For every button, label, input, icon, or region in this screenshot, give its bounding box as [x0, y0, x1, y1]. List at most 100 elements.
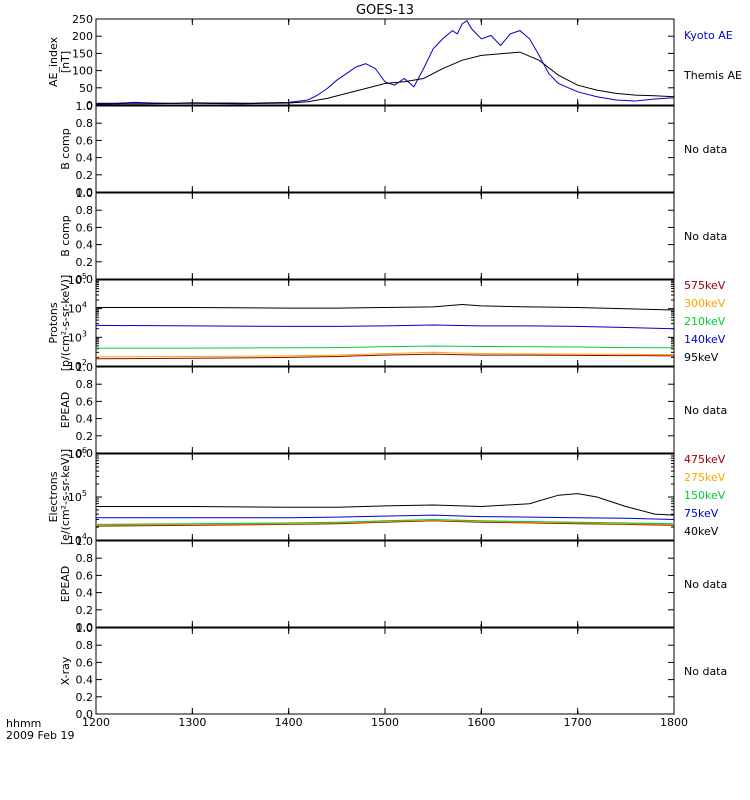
y-tick-label: 0.6 [76, 395, 94, 408]
y-tick-label: 0 [86, 99, 93, 112]
y-tick-label: 150 [72, 47, 93, 60]
x-axis: 1200 1300 1400 1500 1600 1700 1800 [82, 716, 688, 729]
legend-entry: 95keV [684, 351, 719, 364]
series-line-210kev [96, 345, 675, 349]
y-tick-label: 0.4 [76, 239, 94, 252]
panel-frame [95, 366, 675, 454]
y-tick-label: 102 [68, 358, 87, 373]
y-tick-label: 0.0 [76, 273, 94, 286]
y-axis-label: X-ray [59, 656, 72, 685]
y-tick-label: 105 [68, 272, 87, 287]
series-line-475kev [95, 520, 675, 527]
panel-frame [95, 18, 675, 106]
panel-frame [95, 453, 675, 541]
panel-5: 0.0 0.2 0.4 0.6 0.8 1.0 EPEAD No data [59, 361, 727, 460]
no-data-status: No data [684, 404, 727, 417]
y-tick-label: 0.0 [76, 621, 94, 634]
no-data-status: No data [684, 578, 727, 591]
y-tick-label: 0.8 [76, 639, 94, 652]
y-tick-label: 0.6 [76, 569, 94, 582]
x-tick-label: 1500 [371, 716, 399, 729]
y-tick-label: 0.4 [76, 152, 94, 165]
x-tick-label: 1700 [564, 716, 592, 729]
y-tick-label: 1.0 [76, 100, 94, 113]
y-tick-label: 1.0 [76, 187, 94, 200]
y-axis-label: Protons[p/(cm²-s-sr-keV)] [47, 275, 72, 372]
y-tick-label: 0.2 [76, 604, 94, 617]
y-tick-label: 250 [72, 13, 93, 26]
x-tick-label: 1400 [275, 716, 303, 729]
legend-entry: 140keV [684, 333, 726, 346]
legend-entry: 210keV [684, 315, 726, 328]
y-tick-label: 0.6 [76, 656, 94, 669]
panel-2: 0.0 0.2 0.4 0.6 0.8 1.0 B comp No data [59, 100, 727, 199]
panel-8: 0.0 0.2 0.4 0.6 0.8 1.0 X-ray No data [59, 622, 727, 721]
legend-entry: 575keV [684, 279, 726, 292]
y-tick-label: 0.2 [76, 691, 94, 704]
y-tick-label: 0.6 [76, 221, 94, 234]
panel-frame [95, 192, 675, 280]
y-tick-label: 0.8 [76, 117, 94, 130]
x-tick-label: 1300 [178, 716, 206, 729]
x-tick-label: 1600 [467, 716, 495, 729]
y-axis-label: Electrons[e/(cm²-s-sr-keV)] [47, 449, 72, 545]
y-axis-label: AE_index[nT] [47, 36, 72, 87]
legend-entry: 275keV [684, 471, 726, 484]
legend-entry: Themis AE [683, 69, 742, 82]
figure-title: GOES-13 [356, 3, 414, 18]
legend-entry: Kyoto AE [684, 29, 733, 42]
series-line-275kev [95, 519, 675, 526]
y-tick-label: 0.8 [76, 552, 94, 565]
series-line-95kev [96, 303, 675, 311]
legend-entry: 40keV [684, 525, 719, 538]
legend-entry: 300keV [684, 297, 726, 310]
series-line-300kev [95, 351, 675, 358]
series-line-themis-ae [95, 51, 675, 105]
series-line-575kev [95, 353, 675, 360]
y-tick-label: 1.0 [76, 622, 94, 635]
no-data-status: No data [684, 665, 727, 678]
y-tick-label: 100 [72, 65, 93, 78]
y-tick-label: 0.4 [76, 674, 94, 687]
y-tick-label: 0.8 [76, 378, 94, 391]
x-tick-label: 1800 [660, 716, 688, 729]
panel-3: 0.0 0.2 0.4 0.6 0.8 1.0 B comp No data [59, 187, 727, 286]
y-tick-label: 104 [68, 301, 87, 316]
series-line-40kev [96, 493, 675, 516]
x-tick-label: 1200 [82, 716, 110, 729]
y-tick-label: 0.8 [76, 204, 94, 217]
y-tick-label: 0.2 [76, 430, 94, 443]
y-axis-label: EPEAD [59, 392, 72, 429]
y-tick-label: 50 [79, 82, 93, 95]
y-tick-label: 106 [68, 446, 87, 461]
panel-frame [95, 540, 675, 628]
series-line-140kev [95, 324, 675, 330]
legend-entry: 475keV [684, 453, 726, 466]
y-tick-label: 0.4 [76, 587, 94, 600]
y-axis-label: B comp [59, 128, 72, 170]
y-tick-label: 104 [68, 532, 87, 547]
y-tick-label: 200 [72, 30, 93, 43]
y-tick-label: 0.0 [76, 186, 94, 199]
y-tick-label: 0.2 [76, 169, 94, 182]
series-line-kyoto-ae [96, 19, 675, 104]
y-tick-label: 1.0 [76, 535, 94, 548]
y-tick-label: 105 [68, 489, 87, 504]
y-tick-label: 0.0 [76, 447, 94, 460]
y-tick-label: 0.2 [76, 256, 94, 269]
y-axis-label: EPEAD [59, 566, 72, 603]
no-data-status: No data [684, 230, 727, 243]
panel-frame [95, 627, 675, 715]
series-line-150kev [95, 518, 675, 525]
panel-7: 0.0 0.2 0.4 0.6 0.8 1.0 EPEAD No data [59, 535, 727, 634]
panel-frame [95, 105, 675, 193]
y-axis-label: B comp [59, 215, 72, 257]
legend-entry: 75keV [684, 507, 719, 520]
no-data-status: No data [684, 143, 727, 156]
y-tick-label: 0.0 [76, 708, 94, 721]
